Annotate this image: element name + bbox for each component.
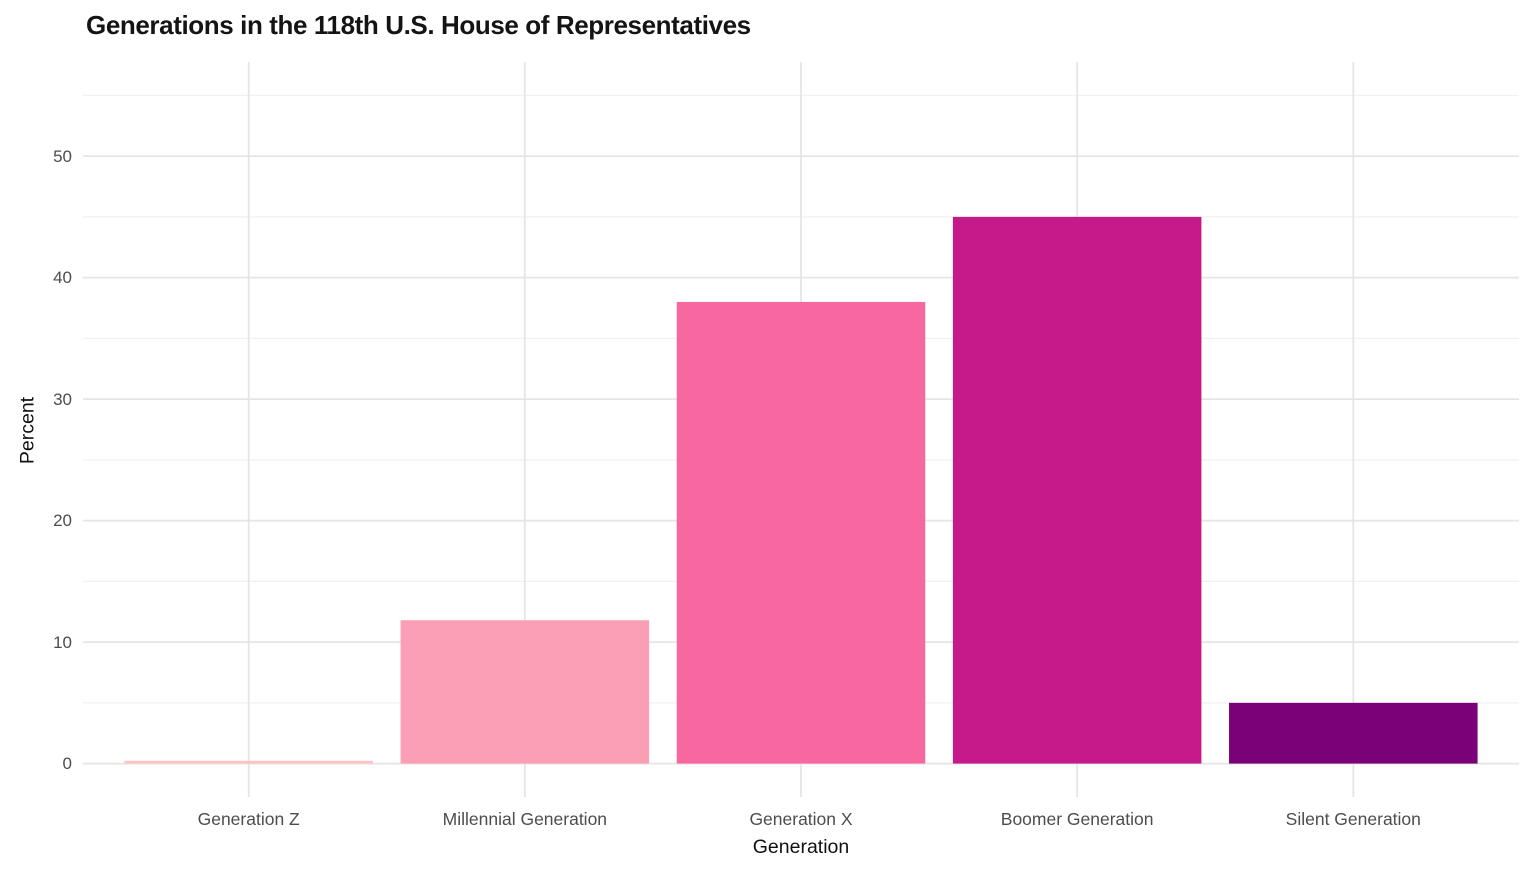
x-tick-label-generation-z: Generation Z [197,809,300,829]
bar-generation-x [676,301,926,764]
y-tick-label-20: 20 [53,511,72,531]
bar-generation-z [124,760,373,764]
x-tick-label-millennial-generation: Millennial Generation [442,809,608,829]
y-tick-label-0: 0 [62,754,72,774]
y-tick-label-10: 10 [53,632,72,652]
bar-millennial-generation [400,620,650,764]
x-tick-label-silent-generation: Silent Generation [1285,809,1421,829]
bar-silent-generation [1229,702,1478,764]
x-axis-title: Generation [752,836,850,858]
chart-title: Generations in the 118th U.S. House of R… [86,10,751,40]
bar-boomer-generation [952,216,1202,764]
y-tick-label-30: 30 [53,389,72,409]
y-tick-label-50: 50 [53,146,72,166]
y-axis-title: Percent [16,396,39,465]
y-tick-label-40: 40 [53,268,72,288]
x-tick-label-generation-x: Generation X [749,809,853,829]
x-tick-label-boomer-generation: Boomer Generation [1000,809,1154,829]
